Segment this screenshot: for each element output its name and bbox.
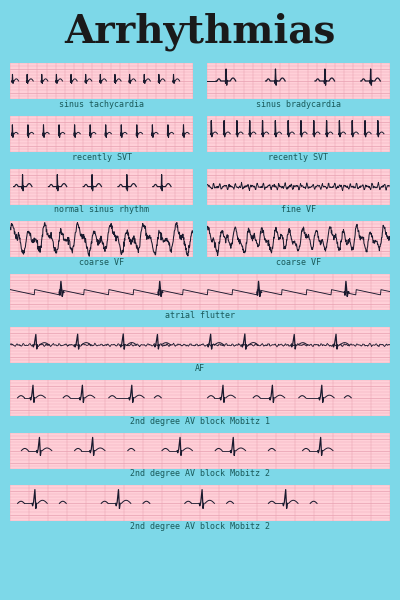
Text: Arrhythmias: Arrhythmias — [64, 12, 336, 50]
Text: coarse VF: coarse VF — [79, 259, 124, 268]
Text: sinus tachycardia: sinus tachycardia — [59, 100, 144, 109]
Text: sinus bradycardia: sinus bradycardia — [256, 100, 341, 109]
Text: fine VF: fine VF — [281, 205, 316, 214]
Text: atrial flutter: atrial flutter — [165, 311, 235, 320]
Text: normal sinus rhythm: normal sinus rhythm — [54, 205, 149, 214]
Text: 2nd degree AV block Mobitz 2: 2nd degree AV block Mobitz 2 — [130, 522, 270, 532]
Text: AF: AF — [195, 364, 205, 373]
Text: 2nd degree AV block Mobitz 1: 2nd degree AV block Mobitz 1 — [130, 416, 270, 426]
Text: recently SVT: recently SVT — [268, 152, 328, 161]
Text: recently SVT: recently SVT — [72, 152, 132, 161]
Text: coarse VF: coarse VF — [276, 259, 321, 268]
Text: 2nd degree AV block Mobitz 2: 2nd degree AV block Mobitz 2 — [130, 469, 270, 479]
